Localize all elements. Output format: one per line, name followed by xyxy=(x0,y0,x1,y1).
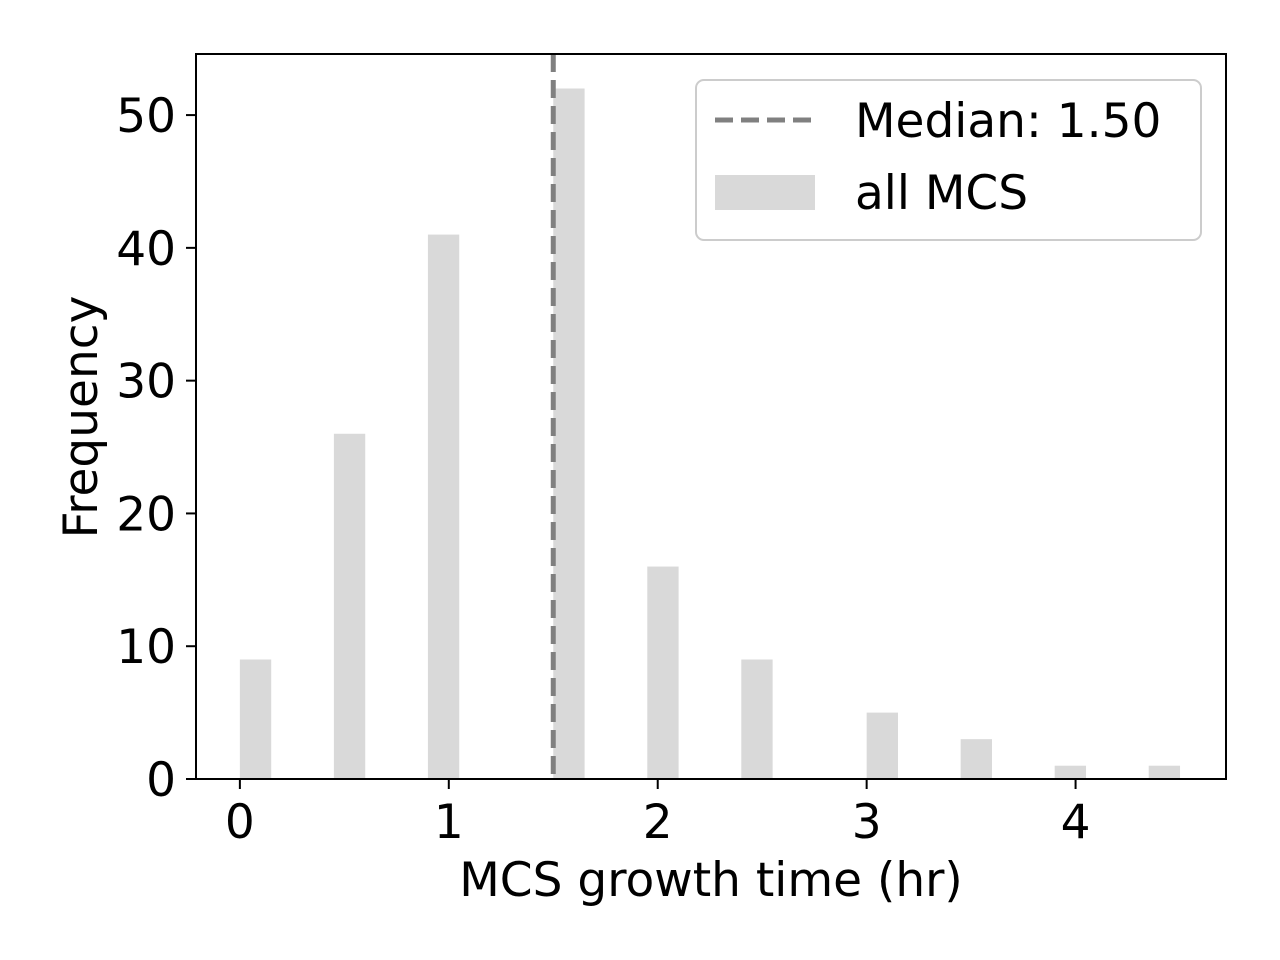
histogram-bar xyxy=(866,712,898,779)
bars-layer xyxy=(239,88,1181,780)
histogram-bar xyxy=(553,88,585,780)
y-tick-label: 10 xyxy=(116,620,176,675)
legend-box xyxy=(695,79,1202,241)
y-tick-label: 50 xyxy=(116,89,176,144)
histogram-bar xyxy=(1054,765,1087,779)
legend-bar-swatch xyxy=(715,175,815,210)
legend-median-label: Median: 1.50 xyxy=(855,94,1161,149)
x-tick-label: 3 xyxy=(852,795,882,850)
histogram-bar xyxy=(647,566,679,779)
histogram-bar xyxy=(239,659,272,779)
legend-series-label: all MCS xyxy=(855,166,1028,221)
y-tick-label: 30 xyxy=(116,355,176,410)
y-tick-label: 40 xyxy=(116,222,176,277)
y-axis-label: Frequency xyxy=(54,296,109,539)
x-tick-label: 2 xyxy=(643,795,673,850)
x-axis-label: MCS growth time (hr) xyxy=(459,853,963,908)
histogram-bar xyxy=(1148,765,1181,779)
histogram-bar xyxy=(741,659,773,779)
x-tick-label: 1 xyxy=(434,795,464,850)
histogram-bar xyxy=(333,433,366,779)
legend: Median: 1.50 all MCS xyxy=(695,79,1202,241)
plot-frame xyxy=(195,53,1227,780)
y-tick-label: 20 xyxy=(116,487,176,542)
y-tick-label: 0 xyxy=(146,753,176,808)
x-tick-label: 0 xyxy=(225,795,255,850)
histogram-bar xyxy=(427,234,460,780)
histogram-bar xyxy=(960,739,993,779)
x-tick-label: 4 xyxy=(1061,795,1091,850)
x-axis: 0 1 2 3 4 xyxy=(225,779,1091,850)
y-axis: 0 10 20 30 40 50 xyxy=(116,89,196,808)
